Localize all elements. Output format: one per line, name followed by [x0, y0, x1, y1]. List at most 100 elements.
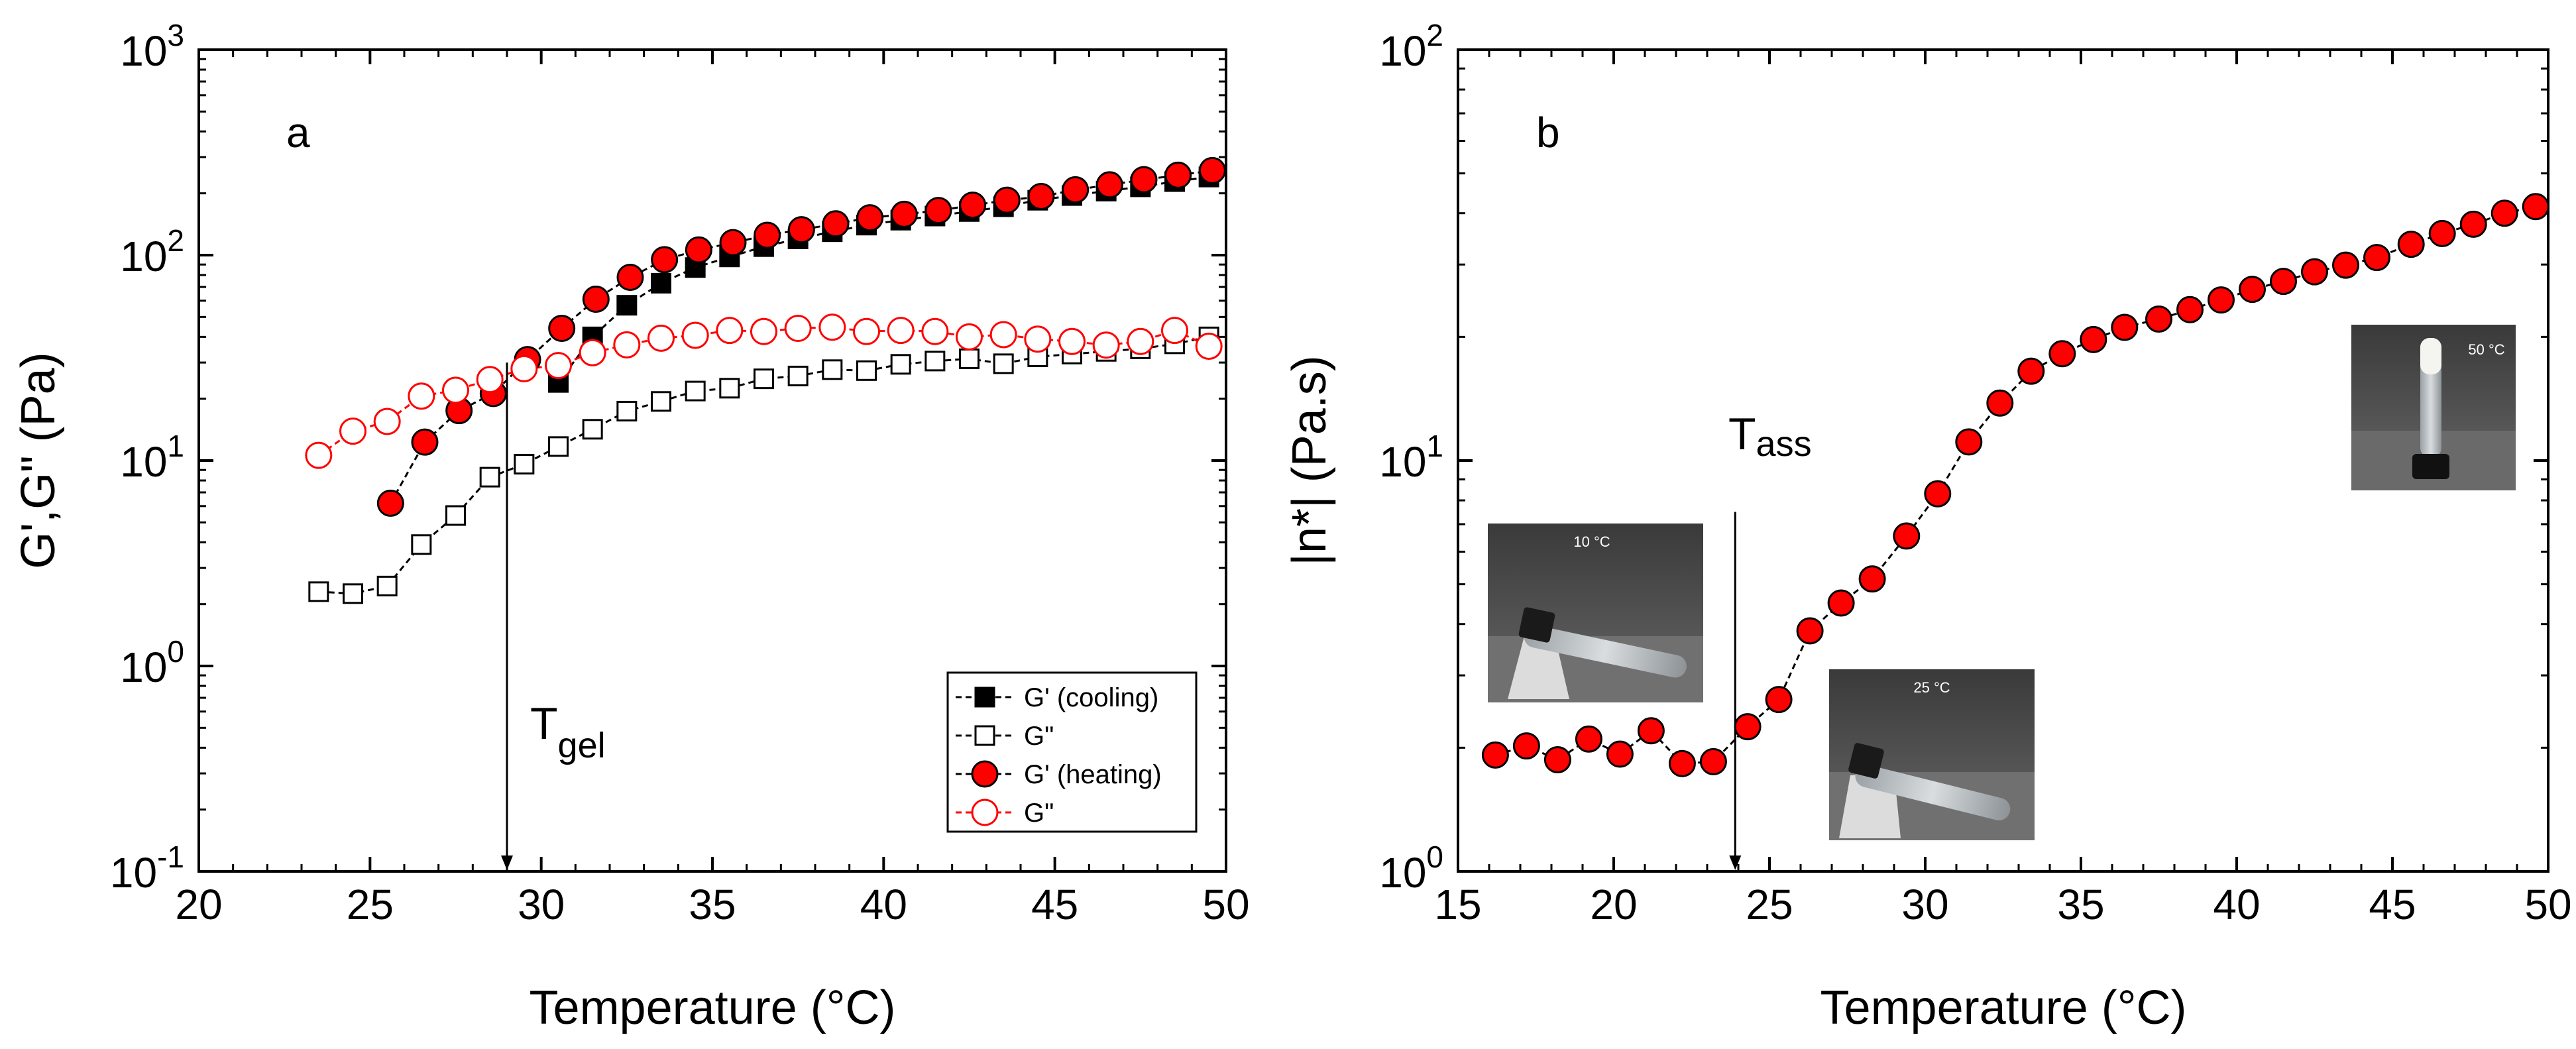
data-point-circle — [1027, 182, 1055, 210]
y-tick-label: 101 — [120, 429, 184, 486]
data-point-square — [651, 391, 671, 412]
data-point-circle — [1161, 317, 1188, 345]
data-point-circle — [1062, 176, 1090, 203]
data-point-square — [856, 360, 877, 381]
data-point-circle — [2080, 325, 2107, 353]
data-point-circle — [373, 408, 401, 435]
data-point-circle — [411, 428, 439, 456]
data-point-circle — [579, 339, 606, 366]
x-tick-label: 35 — [2057, 881, 2104, 928]
panel-a-y-ticks: 10-1 100 101 102 103 — [110, 18, 1226, 897]
panel-a-x-ticks: 20 25 30 35 40 45 50 — [175, 50, 1250, 928]
x-tick-label: 20 — [1590, 881, 1637, 928]
x-tick-label: 40 — [860, 881, 907, 928]
panel-a-tgel-arrowhead — [501, 856, 513, 870]
data-point-square — [616, 400, 638, 421]
data-point-square — [514, 453, 535, 474]
data-point-circle — [784, 315, 812, 343]
x-tick-label: 15 — [1434, 881, 1481, 928]
data-point-square — [616, 295, 638, 316]
panel-b-y-ticks: 100 101 102 — [1379, 18, 2548, 897]
data-point-square — [376, 575, 398, 596]
data-point-circle — [1481, 741, 1509, 769]
data-point-circle — [681, 321, 709, 349]
panel-a-tgel-label: Tgel — [530, 698, 606, 765]
data-point-circle — [2270, 268, 2297, 296]
legend-label-g-double-prime-cooling: G" — [1024, 722, 1054, 751]
data-point-square — [343, 583, 363, 604]
data-point-circle — [1575, 725, 1602, 753]
data-point-circle — [1955, 428, 1983, 456]
data-point-circle — [989, 321, 1017, 349]
legend-label-g-cooling: G' (cooling) — [1024, 683, 1158, 712]
legend-entry-g-heating: G' (heating) — [956, 760, 1162, 789]
data-point-circle — [2017, 357, 2045, 385]
data-point-circle — [2428, 219, 2456, 247]
data-point-circle — [1924, 480, 1952, 508]
data-point-circle — [959, 192, 987, 219]
panel-a-series — [305, 156, 1226, 604]
x-tick-label: 45 — [2369, 881, 2416, 928]
legend-entry-g-double-prime-cooling: G" — [956, 722, 1054, 751]
data-point-circle — [754, 221, 781, 249]
panel-b-y-axis-title: |n*| (Pa.s) — [1283, 355, 1336, 566]
data-point-square — [959, 348, 980, 369]
data-point-circle — [685, 236, 712, 264]
data-point-circle — [1668, 749, 1696, 777]
data-point-circle — [1827, 589, 1855, 617]
data-point-circle — [2301, 258, 2328, 286]
panel-b-x-axis-title: Temperature (°C) — [1820, 981, 2187, 1034]
data-point-circle — [1796, 617, 1824, 645]
data-point-square — [822, 359, 843, 380]
panel-b-tass-arrowhead — [1729, 856, 1742, 870]
data-point-circle — [1198, 156, 1226, 184]
data-point-circle — [2048, 340, 2076, 368]
y-tick-label: 10-1 — [110, 840, 184, 897]
y-tick-label: 102 — [1379, 18, 1443, 75]
data-point-circle — [476, 366, 504, 394]
data-point-circle — [582, 286, 610, 313]
photo-inset-50c: 50 °C — [2351, 325, 2516, 490]
panel-b-x-ticks: 15 20 25 30 35 40 45 50 — [1434, 50, 2572, 928]
data-point-circle — [853, 317, 880, 345]
data-point-square — [754, 368, 774, 390]
x-tick-label: 50 — [2524, 881, 2571, 928]
data-point-circle — [510, 355, 538, 382]
data-point-circle — [716, 317, 744, 345]
photo-inset-25c: 25 °C — [1829, 669, 2035, 840]
photo-label-50c: 50 °C — [2468, 341, 2504, 358]
data-point-circle — [2111, 313, 2139, 341]
data-point-circle — [924, 197, 952, 225]
y-tick-label: 103 — [120, 18, 184, 75]
data-point-circle — [613, 331, 641, 359]
data-point-circle — [1606, 740, 1634, 768]
data-point-circle — [1765, 686, 1793, 714]
data-point-circle — [339, 417, 366, 445]
x-tick-label: 35 — [689, 881, 736, 928]
data-point-circle — [1734, 713, 1762, 741]
x-tick-label: 45 — [1031, 881, 1078, 928]
data-point-circle — [2459, 210, 2487, 238]
data-point-square — [685, 380, 706, 402]
x-tick-label: 30 — [1901, 881, 1948, 928]
data-point-circle — [750, 317, 777, 345]
data-point-circle — [1058, 327, 1086, 355]
y-tick-label: 101 — [1379, 429, 1443, 486]
data-point-circle — [2239, 276, 2266, 304]
data-point-square — [445, 505, 466, 526]
data-point-circle — [2397, 231, 2425, 258]
x-tick-label: 30 — [518, 881, 565, 928]
data-point-circle — [408, 382, 435, 410]
legend-entry-g-cooling: G' (cooling) — [956, 683, 1158, 712]
data-point-circle — [822, 210, 850, 238]
panel-b: 15 20 25 30 35 40 45 50 100 101 102 10 °C 25 °C 5… — [1283, 18, 2572, 1034]
panel-a-letter: a — [286, 109, 310, 156]
data-point-circle — [2522, 193, 2549, 221]
panel-a-legend: G' (cooling) G" G' (heating) G" — [946, 671, 1198, 833]
data-point-circle — [651, 246, 679, 274]
data-point-circle — [1543, 745, 1571, 773]
data-point-circle — [993, 186, 1021, 214]
data-point-circle — [856, 204, 884, 232]
x-tick-label: 20 — [175, 881, 222, 928]
panel-b-tass-label: Tass — [1728, 409, 1812, 464]
